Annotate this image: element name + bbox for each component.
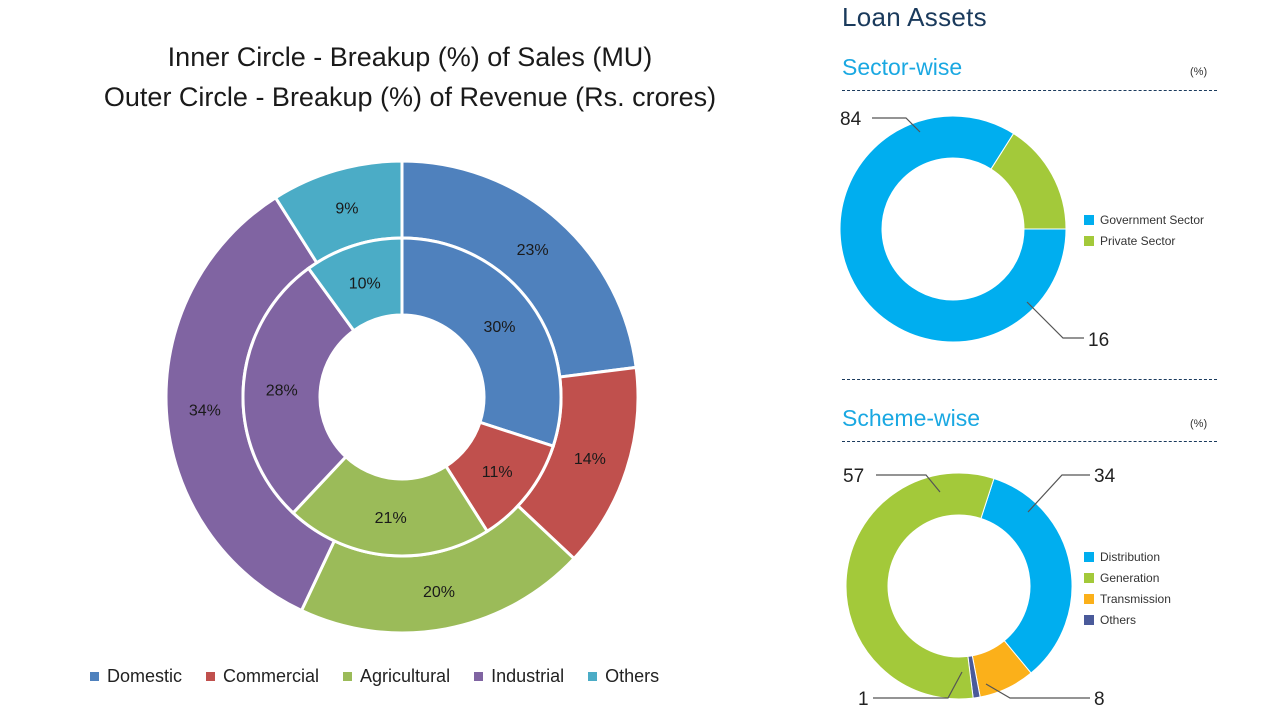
outer-label-industrial: 34% bbox=[189, 402, 221, 419]
scheme-wise-title: Scheme-wise bbox=[842, 405, 981, 431]
legend-label-others: Others bbox=[605, 665, 660, 686]
legend-label-commercial: Commercial bbox=[223, 665, 320, 686]
sector-wise-unit: (%) bbox=[1190, 66, 1208, 78]
legend-label-generation: Generation bbox=[1100, 570, 1160, 585]
legend-item-private-sector: Private Sector bbox=[1084, 230, 1204, 251]
section-divider bbox=[842, 379, 1217, 380]
main-chart-legend: Domestic Commercial Agricultural Industrial… bbox=[90, 664, 659, 688]
legend-swatch-commercial bbox=[206, 671, 216, 681]
sector-leader-government bbox=[872, 117, 921, 133]
legend-swatch-others bbox=[1084, 614, 1094, 625]
inner-slice-industrial bbox=[241, 266, 356, 516]
outer-label-domestic: 23% bbox=[517, 242, 549, 259]
sector-wise-title: Sector-wise bbox=[842, 54, 963, 80]
legend-label-private-sector: Private Sector bbox=[1100, 233, 1176, 248]
main-chart-title-line1: Inner Circle - Breakup (%) of Sales (MU) bbox=[167, 42, 653, 72]
main-chart-title-line2: Outer Circle - Breakup (%) of Revenue (R… bbox=[103, 82, 717, 112]
legend-swatch-industrial bbox=[474, 671, 484, 681]
inner-slice-agricultural bbox=[291, 454, 490, 558]
sector-wise-divider bbox=[842, 90, 1217, 91]
sector-slice-government-sector bbox=[839, 115, 1067, 343]
scheme-leader-distribution bbox=[1027, 474, 1090, 513]
outer-label-agricultural: 20% bbox=[423, 584, 455, 601]
inner-slice-others bbox=[306, 236, 404, 333]
sector-value-government: 84 bbox=[840, 109, 862, 130]
sector-wise-legend: Government Sector Private Sector bbox=[1084, 209, 1204, 251]
legend-swatch-transmission bbox=[1084, 593, 1094, 604]
legend-item-commercial: Commercial bbox=[206, 666, 319, 687]
scheme-wise-divider bbox=[842, 441, 1217, 442]
sector-leader-private bbox=[1026, 301, 1084, 339]
scheme-value-distribution: 34 bbox=[1094, 466, 1116, 487]
legend-item-domestic: Domestic bbox=[90, 666, 182, 687]
legend-item-others: Others bbox=[588, 666, 659, 687]
legend-label-transmission: Transmission bbox=[1100, 591, 1171, 606]
inner-label-domestic: 30% bbox=[483, 319, 515, 336]
legend-label-industrial: Industrial bbox=[491, 665, 565, 686]
legend-item-others: Others bbox=[1084, 609, 1171, 630]
scheme-value-transmission: 8 bbox=[1094, 689, 1105, 710]
sector-value-private: 16 bbox=[1088, 330, 1109, 351]
legend-swatch-government-sector bbox=[1084, 214, 1094, 225]
inner-label-industrial: 28% bbox=[266, 382, 298, 399]
scheme-wise-legend: Distribution Generation Transmission Others bbox=[1084, 546, 1171, 630]
scheme-slice-generation bbox=[845, 472, 995, 700]
inner-label-commercial: 11% bbox=[482, 464, 513, 481]
legend-item-government-sector: Government Sector bbox=[1084, 209, 1204, 230]
legend-label-domestic: Domestic bbox=[107, 665, 183, 686]
legend-swatch-private-sector bbox=[1084, 235, 1094, 246]
inner-label-agricultural: 21% bbox=[375, 510, 407, 527]
scheme-value-generation: 57 bbox=[843, 466, 864, 487]
legend-swatch-generation bbox=[1084, 572, 1094, 583]
legend-label-government-sector: Government Sector bbox=[1100, 212, 1205, 227]
legend-label-agricultural: Agricultural bbox=[360, 665, 451, 686]
scheme-leader-generation bbox=[876, 474, 941, 493]
inner-slice-domestic bbox=[400, 236, 563, 449]
outer-label-others: 9% bbox=[335, 200, 358, 217]
legend-swatch-others bbox=[588, 671, 598, 681]
scheme-slice-distribution bbox=[980, 477, 1073, 674]
legend-swatch-agricultural bbox=[343, 671, 353, 681]
legend-label-others: Others bbox=[1100, 612, 1137, 627]
outer-label-commercial: 14% bbox=[574, 451, 606, 468]
scheme-wise-unit: (%) bbox=[1190, 418, 1208, 430]
inner-label-others: 10% bbox=[349, 275, 381, 292]
scheme-leader-transmission bbox=[985, 683, 1090, 699]
legend-label-distribution: Distribution bbox=[1100, 549, 1161, 564]
legend-item-industrial: Industrial bbox=[474, 666, 564, 687]
loan-assets-heading: Loan Assets bbox=[842, 2, 987, 32]
legend-item-transmission: Transmission bbox=[1084, 588, 1171, 609]
legend-swatch-domestic bbox=[90, 671, 99, 681]
scheme-value-others: 1 bbox=[858, 689, 869, 710]
legend-swatch-distribution bbox=[1084, 551, 1094, 562]
scheme-leader-others bbox=[873, 671, 963, 699]
legend-item-generation: Generation bbox=[1084, 567, 1171, 588]
sector-slice-private-sector bbox=[990, 132, 1067, 230]
legend-item-distribution: Distribution bbox=[1084, 546, 1171, 567]
legend-item-agricultural: Agricultural bbox=[343, 666, 450, 687]
